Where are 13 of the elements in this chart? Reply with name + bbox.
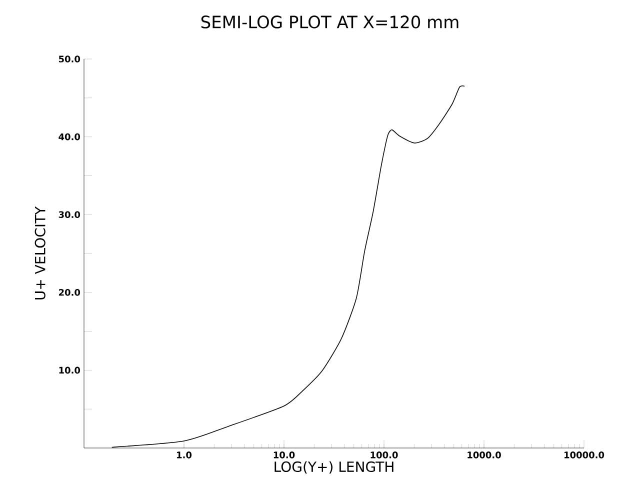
- y-axis-title: U+ VELOCITY: [34, 206, 46, 300]
- x-tick-label: 10000.0: [564, 452, 604, 458]
- y-tick-label: 10.0: [59, 366, 80, 374]
- y-tick-label: 30.0: [58, 211, 80, 218]
- y-tick-label: 40.0: [58, 133, 80, 140]
- chart-title: SEMI-LOG PLOT AT X=120 mm: [201, 16, 458, 28]
- x-tick-label: 1.0: [177, 452, 192, 458]
- y-tick-label: 20.0: [58, 288, 80, 296]
- x-axis-title: LOG(Y+) LENGTH: [274, 461, 394, 474]
- x-tick-label: 1000.0: [468, 452, 501, 458]
- y-tick-label: 50.0: [58, 56, 80, 62]
- x-tick-label: 100.0: [370, 452, 398, 458]
- x-tick-label: 10.0: [274, 452, 295, 458]
